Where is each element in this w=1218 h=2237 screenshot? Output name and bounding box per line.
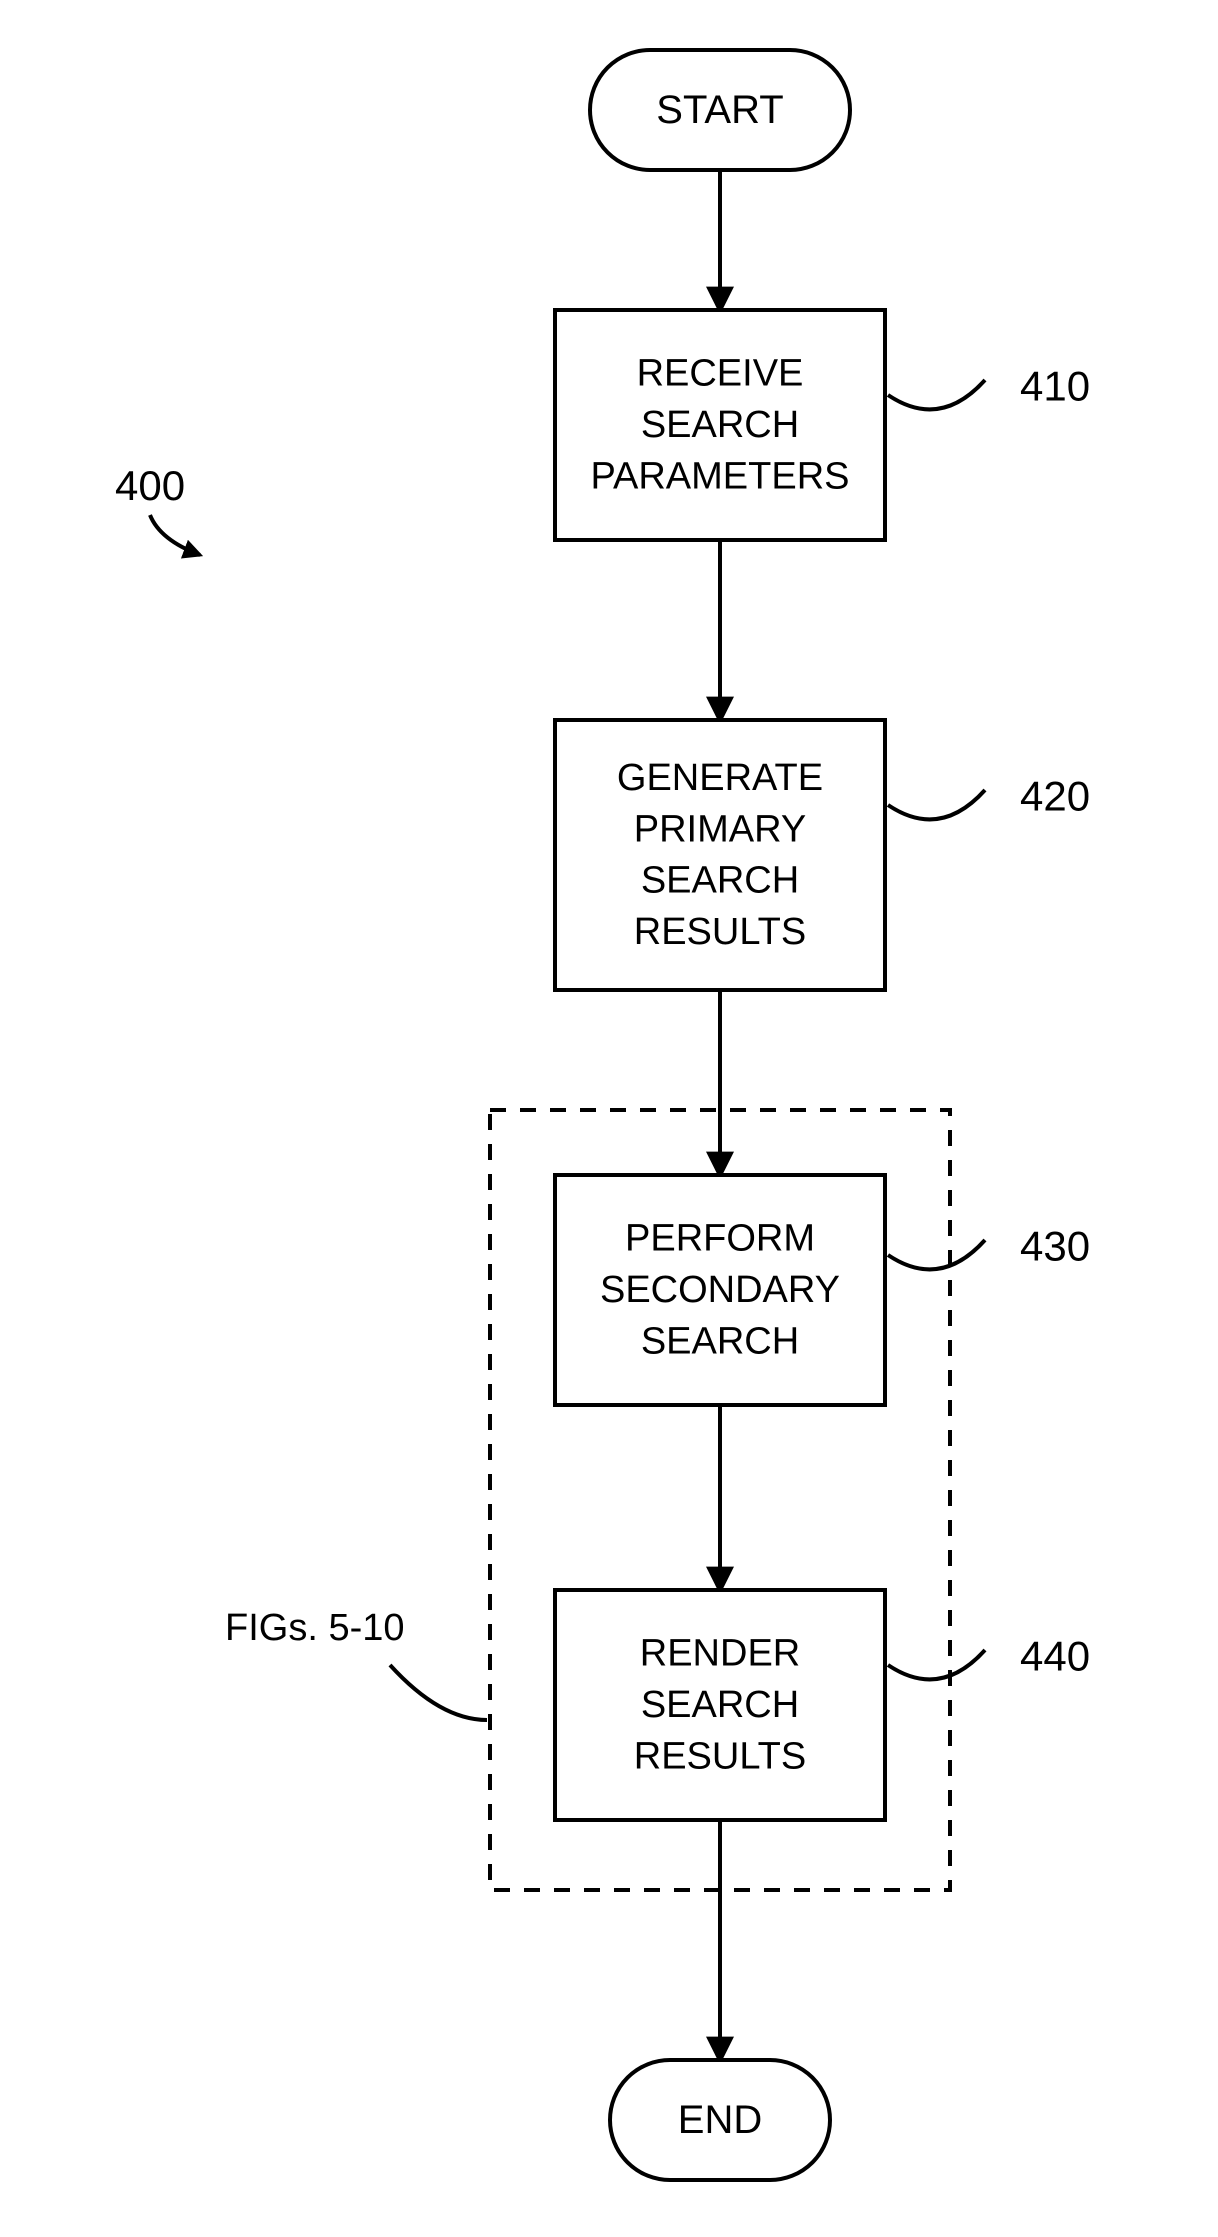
process-box-430-line: SEARCH [641, 1320, 799, 1362]
ref-leader-420 [888, 790, 985, 819]
ref-leader-430 [888, 1240, 985, 1269]
process-box-410-line: RECEIVE [637, 353, 804, 395]
ref-label-420: 420 [1020, 772, 1090, 819]
ref-leader-440 [888, 1650, 985, 1679]
ref-label-410: 410 [1020, 362, 1090, 409]
figs-label: FIGs. 5-10 [225, 1607, 405, 1649]
figs-leader [390, 1665, 487, 1720]
ref-label-440: 440 [1020, 1632, 1090, 1679]
ref-leader-410 [888, 380, 985, 409]
process-box-440-line: SEARCH [641, 1684, 799, 1726]
ref-label-430: 430 [1020, 1222, 1090, 1269]
process-box-440-line: RENDER [640, 1633, 800, 1675]
process-box-420-line: PRIMARY [634, 808, 806, 850]
end-terminator-label: END [678, 2098, 762, 2142]
process-box-440-line: RESULTS [634, 1735, 806, 1777]
process-box-430-line: PERFORM [625, 1218, 815, 1260]
start-terminator-label: START [656, 88, 783, 132]
process-box-410-line: PARAMETERS [590, 455, 849, 497]
process-box-430-line: SECONDARY [600, 1269, 840, 1311]
diagram-ref-arrow [150, 515, 200, 555]
process-box-420-line: SEARCH [641, 860, 799, 902]
process-box-410-line: SEARCH [641, 404, 799, 446]
process-box-420-line: RESULTS [634, 911, 806, 953]
process-box-420-line: GENERATE [617, 757, 823, 799]
diagram-ref-label: 400 [115, 462, 185, 509]
